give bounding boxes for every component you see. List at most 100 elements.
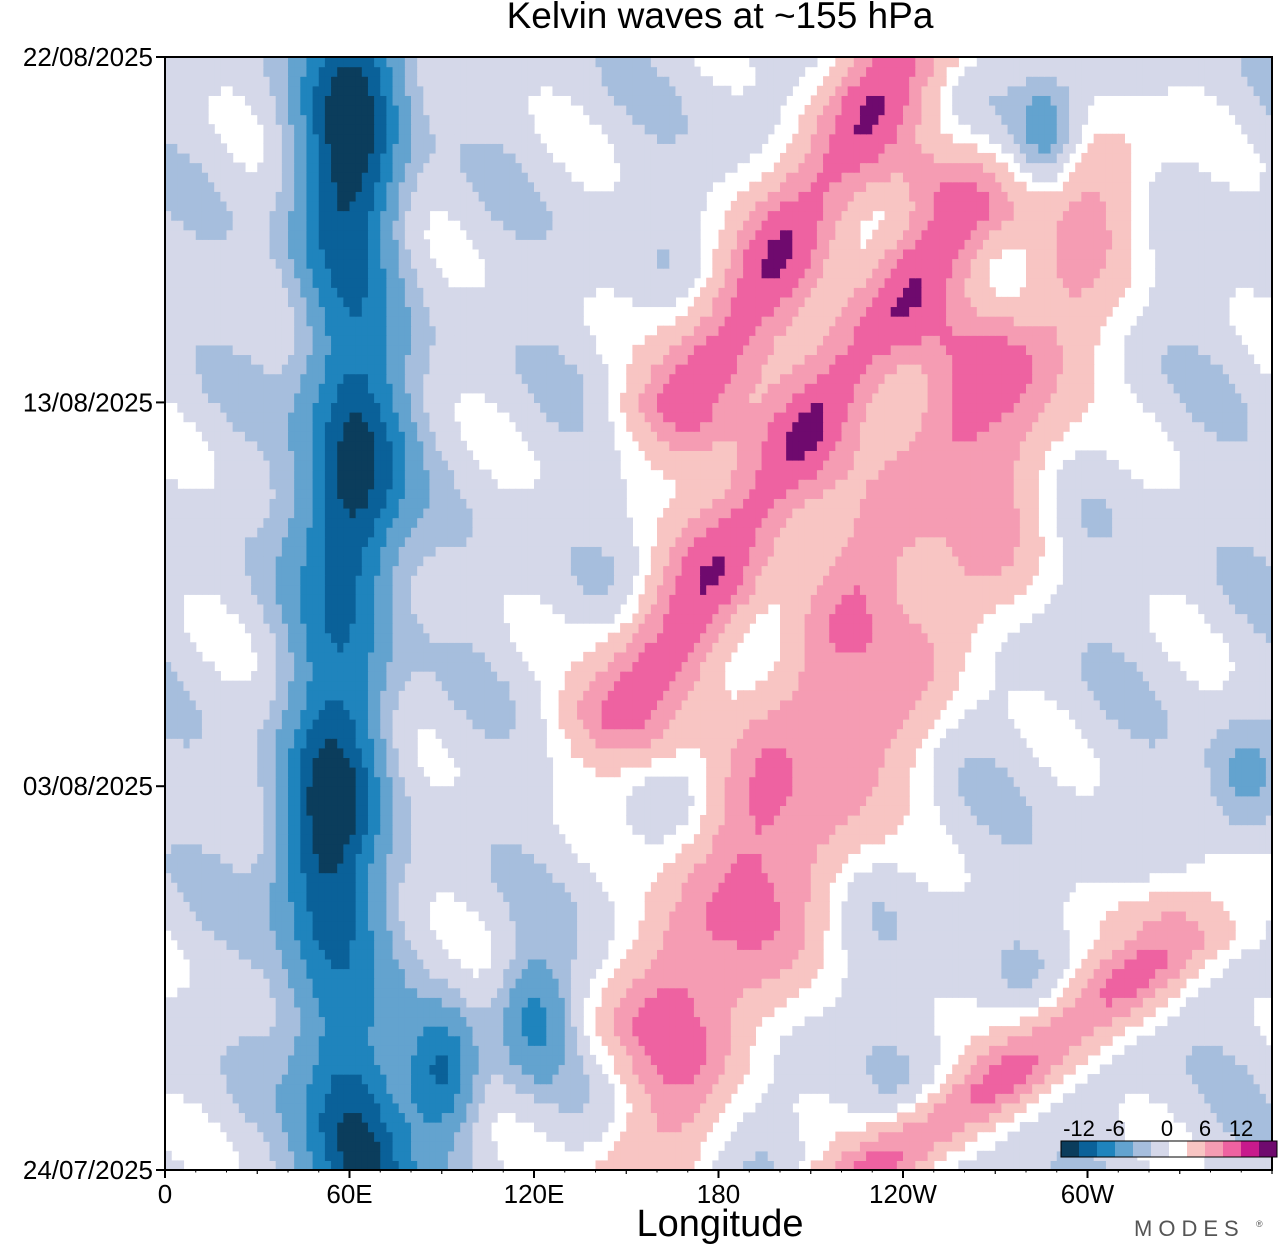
heatmap-cell	[1112, 921, 1119, 931]
heatmap-cell	[245, 949, 252, 959]
heatmap-cell	[971, 940, 978, 950]
heatmap-cell	[915, 1055, 922, 1065]
heatmap-cell	[233, 1036, 240, 1046]
heatmap-cell	[1014, 1045, 1021, 1055]
heatmap-cell	[559, 949, 566, 959]
heatmap-cell	[1211, 1093, 1218, 1103]
heatmap-cell	[405, 1112, 412, 1122]
heatmap-cell	[921, 940, 928, 950]
heatmap-cell	[1088, 997, 1095, 1007]
heatmap-cell	[725, 940, 732, 950]
heatmap-cell	[368, 1036, 375, 1046]
heatmap-cell	[872, 873, 879, 883]
heatmap-cell	[288, 1151, 295, 1161]
heatmap-cell	[417, 949, 424, 959]
heatmap-cell	[755, 930, 762, 940]
heatmap-cell	[995, 940, 1002, 950]
heatmap-cell	[288, 882, 295, 892]
heatmap-cell	[239, 1064, 246, 1074]
heatmap-cell	[1192, 1055, 1199, 1065]
heatmap-cell	[897, 1064, 904, 1074]
heatmap-cell	[885, 1064, 892, 1074]
heatmap-cell	[1260, 959, 1267, 969]
heatmap-cell	[313, 1026, 320, 1036]
heatmap-cell	[306, 1007, 313, 1017]
heatmap-cell	[583, 1084, 590, 1094]
heatmap-cell	[208, 1064, 215, 1074]
heatmap-cell	[989, 1026, 996, 1036]
heatmap-cell	[817, 863, 824, 873]
heatmap-cell	[423, 978, 430, 988]
heatmap-cell	[829, 863, 836, 873]
heatmap-cell	[1020, 1122, 1027, 1132]
heatmap-cell	[1057, 921, 1064, 931]
heatmap-cell	[1106, 853, 1113, 863]
heatmap-cell	[1106, 959, 1113, 969]
heatmap-cell	[491, 959, 498, 969]
heatmap-cell	[442, 1084, 449, 1094]
heatmap-cell	[639, 1016, 646, 1026]
heatmap-cell	[928, 1112, 935, 1122]
heatmap-cell	[393, 1045, 400, 1055]
heatmap-cell	[682, 921, 689, 931]
heatmap-cell	[1063, 1016, 1070, 1026]
heatmap-cell	[325, 978, 332, 988]
heatmap-cell	[983, 911, 990, 921]
heatmap-cell	[282, 978, 289, 988]
heatmap-cell	[1051, 969, 1058, 979]
heatmap-cell	[350, 1103, 357, 1113]
heatmap-cell	[589, 873, 596, 883]
heatmap-cell	[1051, 1007, 1058, 1017]
heatmap-cell	[565, 892, 572, 902]
heatmap-cell	[362, 1084, 369, 1094]
heatmap-cell	[731, 1016, 738, 1026]
heatmap-cell	[540, 911, 547, 921]
heatmap-cell	[386, 1151, 393, 1161]
heatmap-cell	[1217, 911, 1224, 921]
heatmap-cell	[706, 997, 713, 1007]
heatmap-cell	[755, 949, 762, 959]
heatmap-cell	[171, 882, 178, 892]
heatmap-cell	[682, 1055, 689, 1065]
heatmap-cell	[768, 921, 775, 931]
heatmap-cell	[497, 1016, 504, 1026]
heatmap-cell	[1149, 940, 1156, 950]
heatmap-cell	[177, 863, 184, 873]
heatmap-cell	[589, 940, 596, 950]
heatmap-cell	[725, 911, 732, 921]
heatmap-cell	[1254, 1026, 1261, 1036]
heatmap-cell	[417, 1074, 424, 1084]
heatmap-cell	[921, 911, 928, 921]
heatmap-cell	[220, 1122, 227, 1132]
heatmap-cell	[1001, 1112, 1008, 1122]
heatmap-cell	[534, 1103, 541, 1113]
heatmap-cell	[534, 997, 541, 1007]
heatmap-cell	[866, 988, 873, 998]
heatmap-cell	[780, 901, 787, 911]
heatmap-cell	[411, 901, 418, 911]
heatmap-cell	[374, 911, 381, 921]
heatmap-cell	[1057, 1026, 1064, 1036]
heatmap-cell	[239, 873, 246, 883]
heatmap-cell	[946, 959, 953, 969]
heatmap-cell	[842, 1141, 849, 1151]
heatmap-cell	[300, 1016, 307, 1026]
heatmap-cell	[393, 853, 400, 863]
heatmap-cell	[239, 978, 246, 988]
heatmap-cell	[368, 1084, 375, 1094]
heatmap-cell	[780, 911, 787, 921]
heatmap-cell	[860, 1141, 867, 1151]
heatmap-cell	[300, 930, 307, 940]
heatmap-cell	[565, 1064, 572, 1074]
heatmap-cell	[694, 1007, 701, 1017]
heatmap-cell	[362, 1141, 369, 1151]
heatmap-cell	[792, 940, 799, 950]
heatmap-cell	[1167, 863, 1174, 873]
heatmap-cell	[688, 1141, 695, 1151]
heatmap-cell	[165, 892, 172, 902]
heatmap-cell	[952, 1103, 959, 1113]
heatmap-cell	[885, 1055, 892, 1065]
heatmap-cell	[608, 1103, 615, 1113]
heatmap-cell	[491, 1064, 498, 1074]
heatmap-cell	[1038, 969, 1045, 979]
